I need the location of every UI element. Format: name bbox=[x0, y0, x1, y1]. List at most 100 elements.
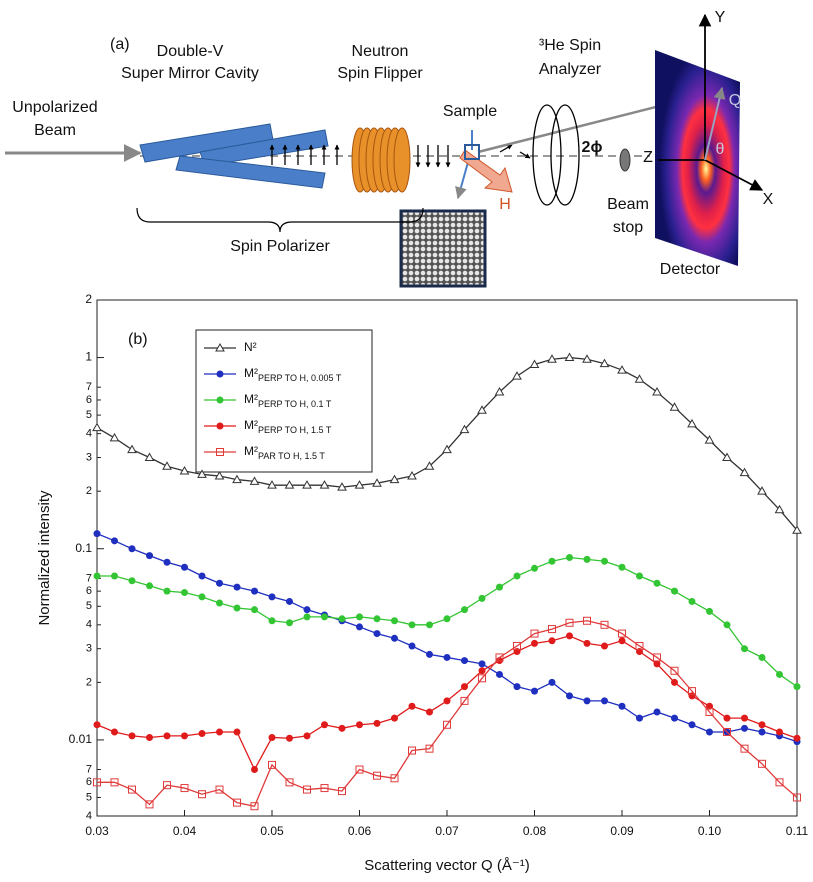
data-point bbox=[461, 657, 468, 665]
panel-label: (a) bbox=[110, 36, 130, 53]
data-point bbox=[671, 678, 678, 686]
data-point bbox=[356, 721, 363, 729]
y-tick-label: 5 bbox=[86, 409, 92, 421]
data-point bbox=[408, 702, 416, 710]
data-point bbox=[232, 474, 242, 484]
data-point bbox=[373, 771, 381, 780]
data-point bbox=[618, 637, 626, 645]
x-axis-label: Scattering vector Q (Å⁻¹) bbox=[364, 857, 529, 874]
data-point bbox=[653, 653, 661, 662]
data-point bbox=[513, 683, 521, 691]
data-point bbox=[163, 781, 171, 790]
data-point bbox=[776, 670, 783, 678]
legend-marker bbox=[216, 422, 224, 430]
data-point bbox=[216, 579, 223, 587]
data-point bbox=[319, 480, 330, 489]
data-point bbox=[391, 634, 398, 642]
mirror-label: Double-V bbox=[157, 43, 224, 60]
data-point bbox=[566, 692, 573, 700]
data-point bbox=[408, 746, 416, 755]
data-point bbox=[284, 480, 295, 489]
data-point bbox=[408, 642, 416, 650]
data-point bbox=[564, 352, 575, 362]
legend bbox=[195, 329, 373, 473]
x-tick-label: 0.07 bbox=[435, 824, 459, 838]
data-point bbox=[531, 564, 538, 572]
data-point bbox=[774, 504, 785, 514]
data-point bbox=[198, 790, 206, 799]
y-tick-label: 6 bbox=[86, 776, 92, 788]
data-point bbox=[181, 563, 188, 571]
data-point bbox=[776, 728, 783, 736]
data-point bbox=[793, 734, 801, 742]
data-point bbox=[618, 563, 626, 571]
data-point bbox=[565, 618, 574, 627]
q-label: Q bbox=[729, 92, 741, 109]
flipper-label: Spin Flipper bbox=[337, 65, 423, 82]
x-tick-label: 0.11 bbox=[786, 824, 809, 838]
data-point bbox=[496, 670, 503, 678]
flipper-label: Neutron bbox=[352, 43, 409, 60]
detector-label: Detector bbox=[660, 261, 721, 278]
legend-label: M²PAR TO H, 1.5 T bbox=[244, 444, 325, 461]
x-tick-label: 0.09 bbox=[610, 824, 634, 838]
setup-diagram: (a) Unpolarized Beam Double-V Super Mirr… bbox=[5, 9, 774, 288]
data-point bbox=[163, 732, 171, 740]
data-point bbox=[338, 787, 346, 796]
data-point bbox=[426, 708, 433, 716]
data-point bbox=[251, 766, 258, 774]
data-point bbox=[566, 553, 573, 561]
x-tick-label: 0.10 bbox=[698, 824, 722, 838]
data-point bbox=[162, 461, 172, 470]
data-point bbox=[460, 696, 469, 705]
x-tick-label: 0.04 bbox=[173, 824, 197, 838]
y-tick-label: 2 bbox=[86, 485, 92, 497]
data-point bbox=[477, 405, 487, 414]
data-point bbox=[251, 587, 258, 595]
data-point bbox=[216, 599, 223, 607]
data-point bbox=[215, 785, 224, 794]
y-tick-label: 4 bbox=[86, 428, 92, 440]
spin-arrows bbox=[269, 144, 531, 168]
data-point bbox=[722, 452, 732, 462]
y-tick-label: 0.01 bbox=[69, 732, 93, 746]
data-point bbox=[478, 667, 486, 675]
data-point bbox=[443, 653, 451, 661]
legend-name: M² bbox=[244, 392, 258, 406]
data-point bbox=[389, 474, 400, 484]
data-point bbox=[214, 471, 225, 480]
data-point bbox=[513, 641, 521, 650]
data-point bbox=[250, 802, 259, 811]
data-point bbox=[636, 572, 643, 580]
data-point bbox=[459, 424, 470, 434]
data-point bbox=[775, 778, 784, 787]
data-point bbox=[233, 798, 241, 807]
data-point bbox=[653, 708, 661, 716]
data-point bbox=[426, 621, 433, 629]
field-arrow bbox=[459, 149, 513, 193]
data-point bbox=[706, 728, 713, 736]
data-point bbox=[163, 558, 171, 566]
legend-marker bbox=[216, 396, 224, 404]
data-point bbox=[704, 435, 715, 444]
legend-name: M² bbox=[244, 418, 258, 432]
y-tick-label: 7 bbox=[86, 572, 92, 584]
y-tick-label: 5 bbox=[86, 600, 92, 612]
data-point bbox=[111, 572, 118, 580]
data-point bbox=[128, 545, 136, 553]
data-point bbox=[669, 402, 680, 411]
data-point bbox=[425, 744, 434, 753]
data-point bbox=[163, 587, 171, 595]
data-point bbox=[705, 707, 714, 716]
data-point bbox=[233, 583, 241, 591]
data-point bbox=[251, 606, 258, 614]
data-point bbox=[582, 354, 592, 363]
legend-marker bbox=[216, 370, 224, 378]
data-point bbox=[93, 778, 101, 787]
data-point bbox=[128, 785, 136, 794]
mirror bbox=[139, 123, 329, 189]
data-point bbox=[442, 444, 452, 454]
panel-label: (b) bbox=[128, 331, 148, 348]
polarizer-bracket bbox=[136, 207, 424, 233]
